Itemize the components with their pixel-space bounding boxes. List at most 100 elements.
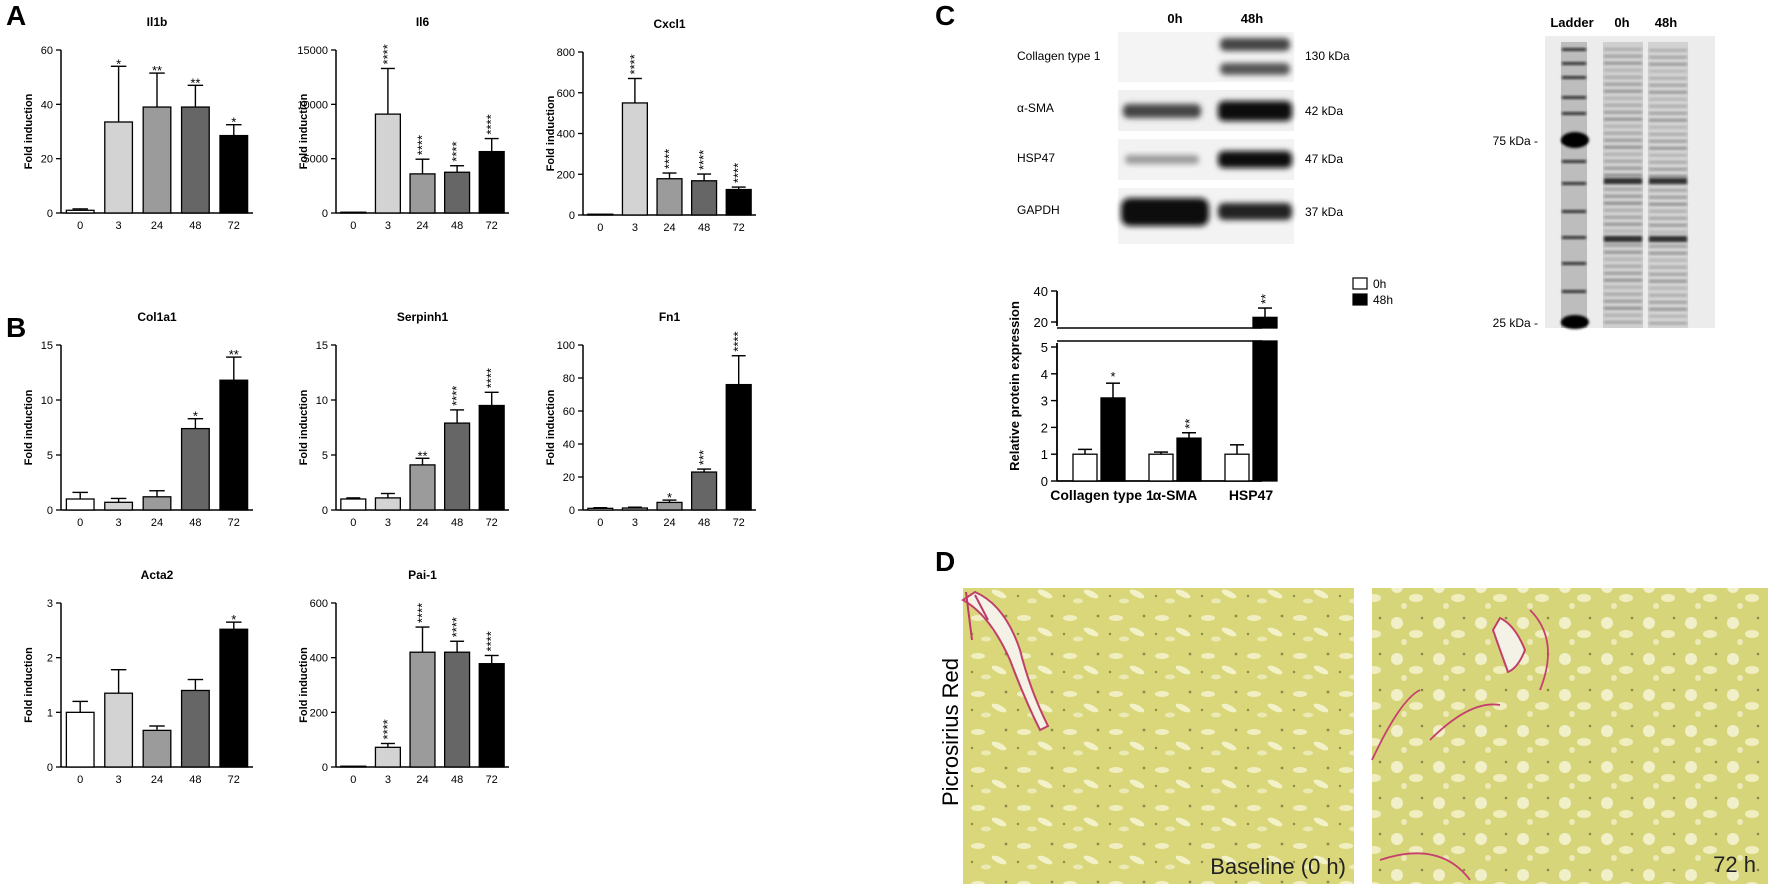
sample-band [1649,126,1687,129]
sample-band [1604,202,1642,205]
chart-acta2: Acta2 Fold induction 0 1 2 3 0 3 24 48 * 72 [23,568,253,786]
blot-kda-hsp47: 47 kDa [1305,152,1343,166]
sample-band [1649,56,1687,59]
sample-band [1649,161,1687,164]
x-tick-label: 24 [416,517,428,529]
panel-label-d: D [935,546,955,577]
total-protein-gel: Ladder 0h 48h 75 kDa - 25 kDa - [1493,15,1715,330]
significance-label: **** [731,331,746,351]
x-tick-label: 24 [416,774,428,786]
bar [478,663,505,768]
blot-kda-asma: 42 kDa [1305,104,1343,118]
x-tick-label: 0 [350,220,356,232]
significance-label: ** [1258,294,1273,304]
collagen-fiber-baseline [965,591,989,641]
blot-label-gapdh: GAPDH [1017,203,1060,217]
ladder-band [1562,236,1586,239]
y-tick-label: 800 [557,47,575,59]
sample-band-strong [1649,236,1687,242]
significance-label: * [231,115,236,130]
x-tick-label: 3 [116,517,122,529]
sample-band [1649,273,1687,276]
sample-band [1649,175,1687,178]
bar [219,628,249,768]
micro-image-72h [1372,588,1768,884]
x-tick-label: α-SMA [1153,487,1197,503]
sample-band [1649,245,1687,248]
gel-marker-25: 25 kDa - [1493,316,1538,330]
bar [1252,316,1278,329]
sample-band [1649,308,1687,311]
panel-label-c: C [935,0,955,31]
sample-band [1649,77,1687,80]
chart-cxcl1: Cxcl1 Fold induction 0 200 400 600 800 0 **** 3 **… [545,17,756,234]
x-tick-label: 0 [350,517,356,529]
bar [1148,453,1174,482]
significance-label: ** [152,63,162,78]
sample-band [1604,76,1642,79]
chart-title: Col1a1 [137,310,177,324]
y-tick-label: 1 [1041,447,1048,462]
sample-band [1604,307,1642,310]
bar [1072,453,1098,482]
chart-il6: Il6 Fold induction 0 5000 10000 15000 0 **** 3 **… [297,15,509,232]
y-tick-label: 20 [41,154,53,166]
x-tick-label: 24 [663,517,675,529]
chart-title: Acta2 [141,568,174,582]
sample-band [1649,287,1687,290]
sample-band [1604,244,1642,247]
sample-band [1649,154,1687,157]
x-tick-label: 72 [486,517,498,529]
significance-label: **** [484,631,499,651]
ladder-band [1562,112,1586,115]
legend-label: 48h [1373,293,1393,307]
blot-band-collagen-lower [1220,63,1290,75]
sample-band [1604,146,1642,149]
sample-band [1649,231,1687,234]
significance-label: **** [415,603,430,623]
y-tick-label: 40 [1034,284,1048,299]
chart-il1b: Il1b Fold induction 0 20 40 60 0 * 3 ** 24 ** 48 * 72 [23,15,253,232]
sample-band [1604,111,1642,114]
panel-label-a: A [6,0,26,31]
y-tick-label: 20 [563,472,575,484]
blot-band-hsp47-0h [1125,155,1199,164]
x-tick-label: 3 [385,774,391,786]
x-tick-label: 24 [416,220,428,232]
bar [142,106,172,214]
blot-band-hsp47-48h [1218,151,1292,168]
bar [65,498,95,511]
sample-band [1604,279,1642,282]
sample-band-strong [1649,178,1687,184]
ladder-band [1562,160,1586,163]
y-tick-label: 15 [316,340,328,352]
x-tick-label: 72 [733,517,745,529]
legend-label: 0h [1373,277,1386,291]
bar [142,496,172,511]
blot-header-0h: 0h [1167,11,1182,26]
y-tick-label: 0 [47,505,53,517]
sample-band [1604,209,1642,212]
bar [104,121,134,214]
y-axis-label: Fold induction [23,647,35,723]
sample-band [1649,196,1687,199]
significance-label: * [116,56,121,71]
sample-band [1604,83,1642,86]
blot-band-gapdh-0h [1121,198,1209,226]
sample-band [1649,91,1687,94]
gel-lanes [1561,42,1688,329]
x-tick-label: 48 [189,774,201,786]
bar [180,427,210,511]
bar [340,498,367,511]
y-tick-label: 0 [47,208,53,220]
sample-band [1649,105,1687,108]
x-tick-label: 72 [733,222,745,234]
sample-band [1604,251,1642,254]
y-tick-label: 60 [41,45,53,57]
sample-band [1604,293,1642,296]
significance-label: **** [627,54,642,74]
chart-title: Serpinh1 [397,310,449,324]
y-axis-label: Fold induction [23,389,35,465]
gel-header-0h: 0h [1614,15,1629,30]
bar [478,404,505,511]
